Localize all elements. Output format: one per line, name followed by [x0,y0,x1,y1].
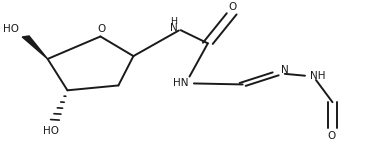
Polygon shape [22,36,47,59]
Text: O: O [228,2,237,12]
Text: N: N [281,65,289,75]
Text: HO: HO [43,126,59,135]
Text: N: N [170,23,178,33]
Text: HN: HN [173,78,188,88]
Text: O: O [328,131,336,141]
Text: HO: HO [3,24,19,34]
Text: NH: NH [310,71,326,81]
Text: O: O [98,24,106,34]
Text: H: H [170,17,177,26]
